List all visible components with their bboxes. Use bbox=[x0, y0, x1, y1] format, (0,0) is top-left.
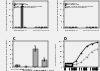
TLR7 bbox=[91, 51, 92, 52]
Bar bbox=[72, 27, 74, 28]
Bar bbox=[92, 27, 94, 28]
Bar bbox=[44, 27, 47, 28]
Bar bbox=[66, 27, 68, 28]
TLR9 bbox=[70, 64, 71, 65]
Text: D: D bbox=[64, 37, 67, 41]
TLR9 bbox=[65, 66, 66, 67]
Y-axis label: Fold induction of IFN-β mRNA: Fold induction of IFN-β mRNA bbox=[6, 39, 8, 70]
TLR7 bbox=[81, 62, 82, 63]
Y-axis label: % Inhibition of IFN-β: % Inhibition of IFN-β bbox=[56, 43, 57, 65]
Text: C: C bbox=[13, 37, 16, 41]
Bar bbox=[18, 27, 20, 28]
Bar bbox=[68, 27, 71, 28]
Line: TLR7: TLR7 bbox=[65, 48, 98, 67]
Legend: Untransfected, TLR7-transfected, TLR9 + FcRIIa, FcRIIIa transfected, FcRIIa, FcR: Untransfected, TLR7-transfected, TLR9 + … bbox=[65, 2, 93, 8]
Bar bbox=[42, 60, 47, 67]
TLR9 bbox=[91, 43, 92, 44]
Bar bbox=[15, 65, 20, 67]
Bar bbox=[21, 6, 23, 28]
TLR9 bbox=[86, 46, 87, 47]
Bar bbox=[15, 27, 17, 28]
Bar bbox=[95, 27, 97, 28]
Legend: TLR7, TLR9: TLR7, TLR9 bbox=[65, 63, 72, 66]
Legend: Untransfected, TLR7-transfected, TLR9 + FcRIIa, FcRIIIa transfected, FcRIIa, FcR: Untransfected, TLR7-transfected, TLR9 + … bbox=[14, 2, 42, 8]
Bar bbox=[38, 27, 41, 28]
TLR7 bbox=[86, 56, 87, 57]
Bar bbox=[41, 27, 44, 28]
Text: B: B bbox=[64, 0, 66, 1]
Bar bbox=[86, 27, 88, 28]
Bar bbox=[35, 27, 38, 28]
Y-axis label: Fold induction of IFN-β mRNA: Fold induction of IFN-β mRNA bbox=[57, 0, 59, 30]
Bar bbox=[33, 49, 38, 67]
Bar bbox=[74, 27, 77, 28]
TLR7 bbox=[76, 64, 77, 65]
Y-axis label: Fold induction of IFN-β mRNA: Fold induction of IFN-β mRNA bbox=[6, 0, 8, 30]
TLR7 bbox=[65, 66, 66, 67]
Bar bbox=[89, 27, 91, 28]
Line: TLR9: TLR9 bbox=[65, 42, 98, 67]
TLR9 bbox=[97, 42, 98, 43]
TLR9 bbox=[81, 52, 82, 53]
TLR9 bbox=[76, 60, 77, 61]
Bar bbox=[24, 27, 26, 28]
TLR7 bbox=[70, 65, 71, 66]
Text: A: A bbox=[13, 0, 16, 1]
